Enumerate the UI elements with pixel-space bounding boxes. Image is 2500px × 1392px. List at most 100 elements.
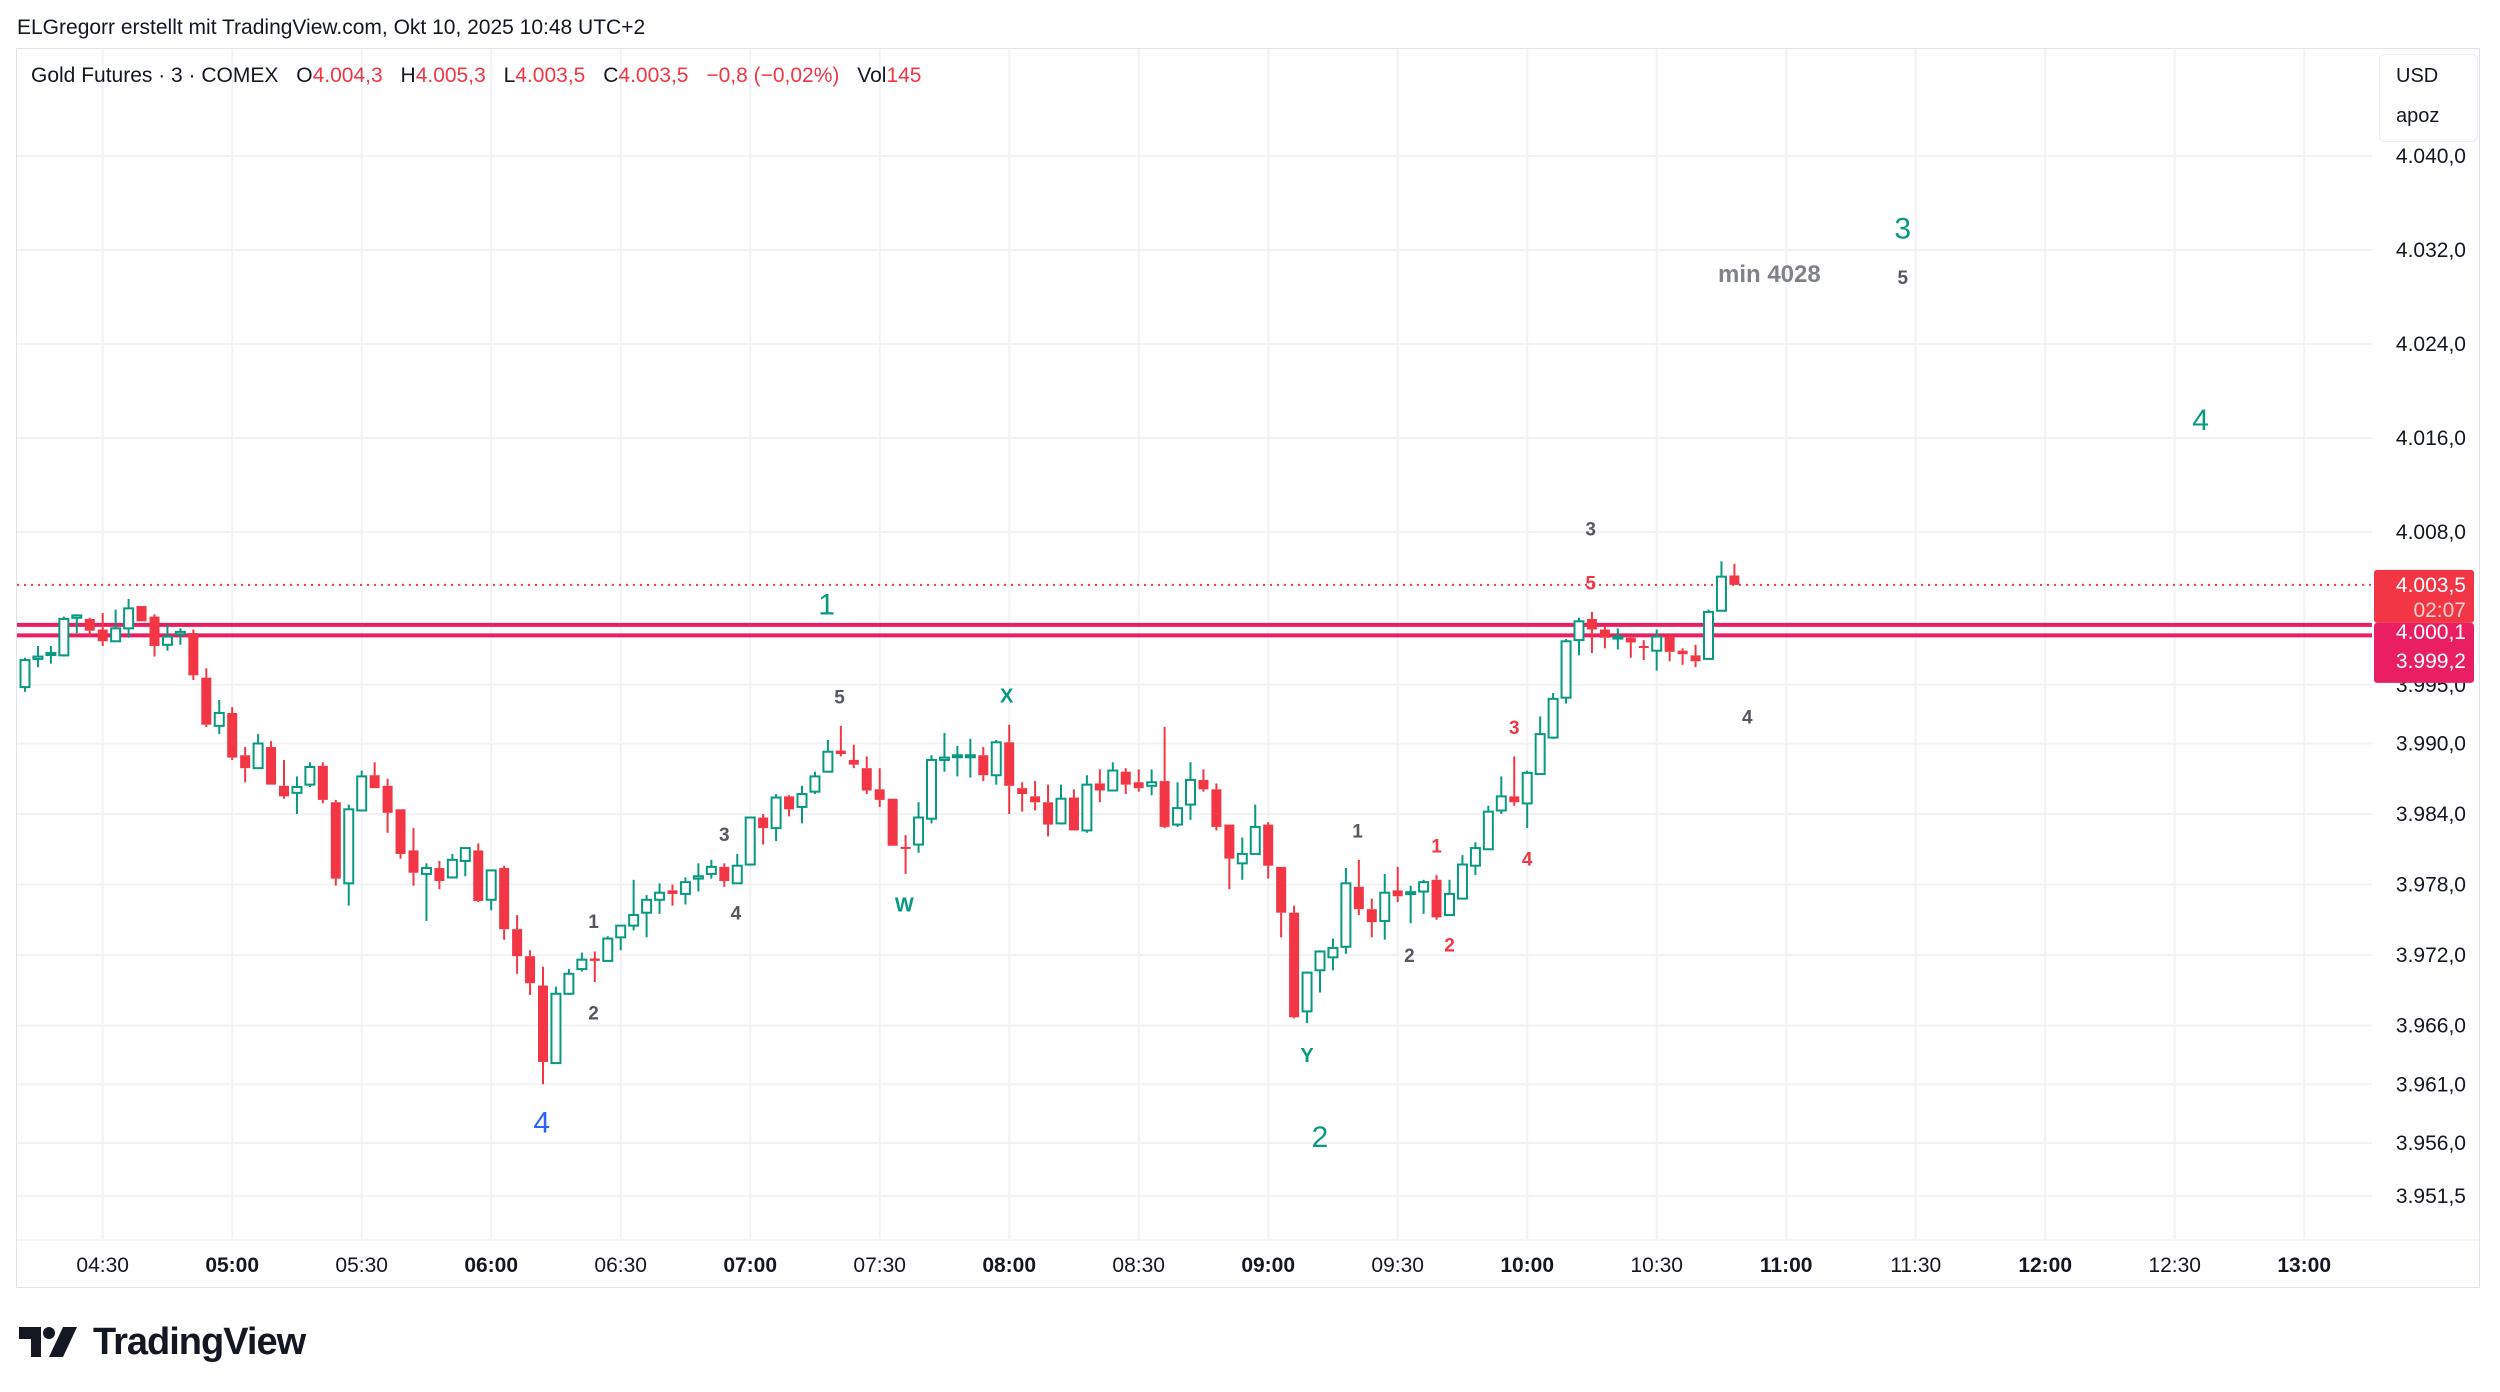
candle-bullish [628, 879, 640, 931]
candle-bearish [1094, 769, 1105, 803]
candle-bullish [58, 616, 70, 657]
horizontal-levels[interactable] [17, 583, 2372, 638]
candle-body [1444, 892, 1455, 917]
candle-body [395, 809, 406, 854]
candle-body [1276, 866, 1287, 913]
currency-label[interactable]: USD [2396, 65, 2439, 87]
tradingview-logo[interactable]: TradingView [19, 1321, 306, 1363]
candle-bearish [1276, 866, 1287, 938]
candle-bullish [123, 598, 135, 638]
wave-label: 1 [818, 588, 835, 621]
candle-body [1314, 950, 1326, 972]
candle-body [213, 711, 225, 727]
candle-body [1198, 779, 1209, 790]
change-value: −0,8 (−0,02%) [706, 64, 840, 87]
candle-bullish [32, 645, 44, 668]
candle-body [485, 869, 497, 901]
candle-bullish [485, 869, 497, 911]
candle-bullish [1469, 842, 1481, 876]
candle-body [136, 606, 147, 622]
candle-body [809, 775, 821, 793]
candle-body [291, 785, 303, 794]
candle-body [1030, 796, 1041, 803]
time-axis[interactable]: 04:30 05:00 05:30 06:00 06:30 07:00 07:30 08:00… [76, 1254, 2331, 1277]
candle-bullish [796, 785, 808, 824]
candle-bullish [1146, 769, 1158, 796]
wave-label: 2 [1312, 1121, 1329, 1154]
wave-label: 4 [533, 1107, 550, 1140]
time-tick-label: 12:30 [2148, 1254, 2201, 1277]
close-value: 4.003,5 [618, 64, 689, 87]
time-tick-label: 10:30 [1630, 1254, 1683, 1277]
symbol-name[interactable]: Gold Futures · 3 · COMEX [31, 64, 279, 87]
candle-body [1366, 909, 1377, 923]
candle-body [1263, 824, 1274, 866]
time-tick-label: 06:30 [594, 1254, 647, 1277]
candle-body [1392, 890, 1403, 897]
candle-bearish [512, 915, 523, 974]
candle-bullish [576, 952, 588, 972]
candle-body [1599, 629, 1610, 638]
candle-body [615, 924, 627, 939]
price-axis[interactable]: 4.040,04.032,04.024,04.016,04.008,03.995… [2396, 145, 2466, 1208]
candle-bullish [71, 614, 83, 634]
candle-body [731, 864, 743, 885]
candle-bullish [1482, 805, 1494, 851]
candle-bearish [1224, 824, 1235, 890]
candle-bullish [1249, 804, 1261, 855]
unit-label[interactable]: apoz [2396, 105, 2440, 127]
candle-bearish [538, 966, 548, 1085]
price-tick-label: 4.024,0 [2396, 333, 2466, 356]
currency-unit-box[interactable]: USD apoz [2379, 54, 2478, 142]
candle-bullish [641, 895, 653, 938]
candle-body [1055, 797, 1067, 825]
candle-bullish [654, 883, 666, 914]
candle-bearish [667, 884, 678, 906]
candle-body [784, 796, 795, 810]
candle-body [201, 677, 212, 725]
candle-bullish [161, 624, 173, 651]
candle-bearish [887, 798, 898, 846]
price-tick-label: 3.978,0 [2396, 874, 2466, 897]
volume-value: 145 [886, 64, 922, 87]
candle-body [602, 937, 614, 962]
candle-bearish [1729, 563, 1740, 585]
candle-bullish [822, 739, 834, 773]
price-tick-label: 3.961,0 [2396, 1073, 2466, 1096]
candle-body [679, 881, 691, 895]
candle-bullish [174, 628, 186, 645]
candle-body [1677, 650, 1688, 655]
candle-bearish [1043, 784, 1054, 837]
candle-bearish [1120, 768, 1131, 795]
price-tick-label: 4.032,0 [2396, 239, 2466, 262]
candle-bullish [692, 863, 704, 892]
candle-bearish [1198, 769, 1209, 792]
candle-bearish [84, 617, 95, 637]
candle-bearish [1068, 789, 1079, 831]
candle-body [1379, 891, 1391, 922]
candle-body [990, 741, 1002, 777]
candle-body [1017, 788, 1028, 795]
wave-annotations: 1 5 X W 3 4 1 2 4 1 2 1 2 3 4 Y 2 5 3 4 3 5 min 4028 4 [533, 212, 2209, 1153]
wave-label: 2 [588, 1003, 599, 1024]
time-tick-label: 08:30 [1112, 1254, 1165, 1277]
candle-bullish [1081, 775, 1093, 833]
grid-lines [17, 49, 2479, 1241]
price-tick-label: 3.951,5 [2396, 1185, 2466, 1208]
wave-label: Y [1300, 1045, 1314, 1067]
candle-body [538, 985, 548, 1062]
candle-body [874, 789, 885, 800]
candle-body [951, 754, 963, 759]
wave-label: 3 [1509, 718, 1520, 739]
candle-bullish [1495, 776, 1507, 814]
candle-body [641, 898, 653, 914]
candle-body [1068, 797, 1079, 831]
candle-body [964, 754, 976, 759]
candle-body [1729, 575, 1740, 585]
candle-body [1418, 881, 1430, 893]
candle-bearish [848, 744, 859, 769]
price-tags: 4.003,502:074.000,1 3.999,2 [2374, 569, 2474, 683]
candle-body [719, 866, 730, 881]
candle-bearish [1586, 611, 1597, 654]
